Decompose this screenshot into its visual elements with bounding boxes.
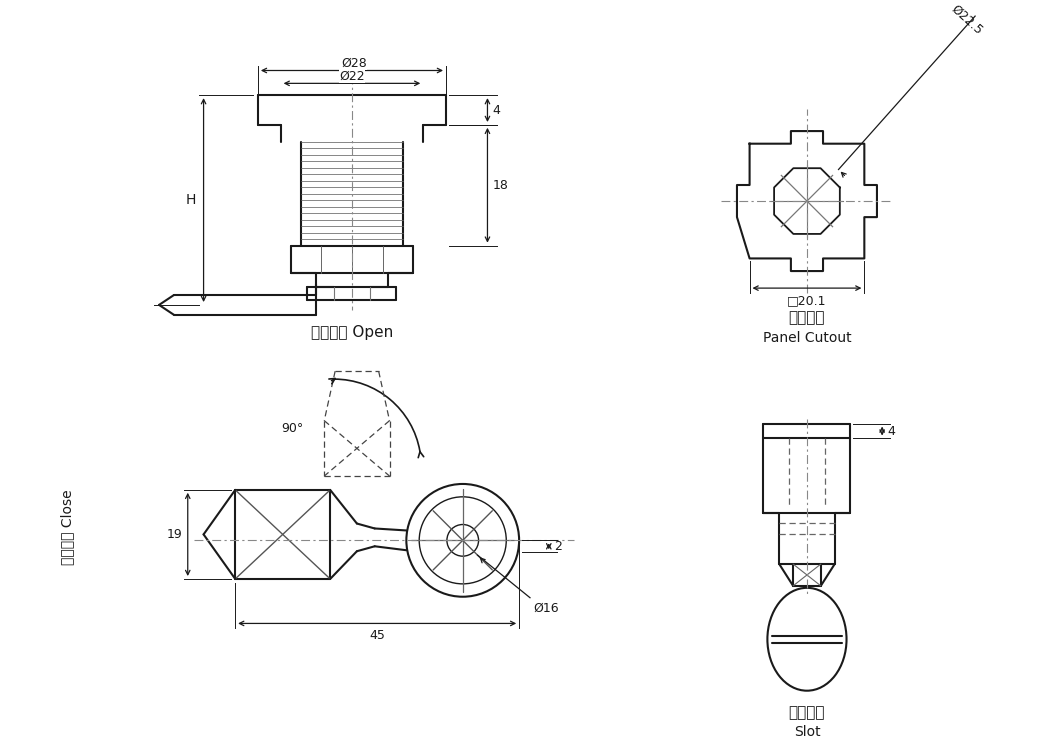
Text: Ø22.5: Ø22.5 — [949, 2, 985, 38]
Text: 4: 4 — [493, 103, 500, 117]
Text: 45: 45 — [369, 629, 385, 642]
Text: H: H — [186, 193, 196, 207]
Text: Panel Cutout: Panel Cutout — [762, 330, 851, 345]
Text: 18: 18 — [493, 179, 509, 192]
Text: 锁闭状态 Close: 锁闭状态 Close — [60, 489, 74, 566]
Text: 4: 4 — [887, 425, 895, 437]
Text: 直槽锁芯: 直槽锁芯 — [789, 705, 826, 720]
Text: □20.1: □20.1 — [788, 295, 827, 308]
Text: 开孔尺寸: 开孔尺寸 — [789, 311, 826, 325]
Text: Ø28: Ø28 — [341, 57, 367, 69]
Text: Ø16: Ø16 — [533, 602, 559, 615]
Text: 开启状态 Open: 开启状态 Open — [311, 325, 393, 340]
Text: 90°: 90° — [282, 422, 304, 435]
Text: Ø22: Ø22 — [339, 69, 365, 82]
Text: Slot: Slot — [794, 725, 820, 739]
Text: 2: 2 — [553, 540, 562, 553]
Text: 19: 19 — [167, 528, 182, 541]
